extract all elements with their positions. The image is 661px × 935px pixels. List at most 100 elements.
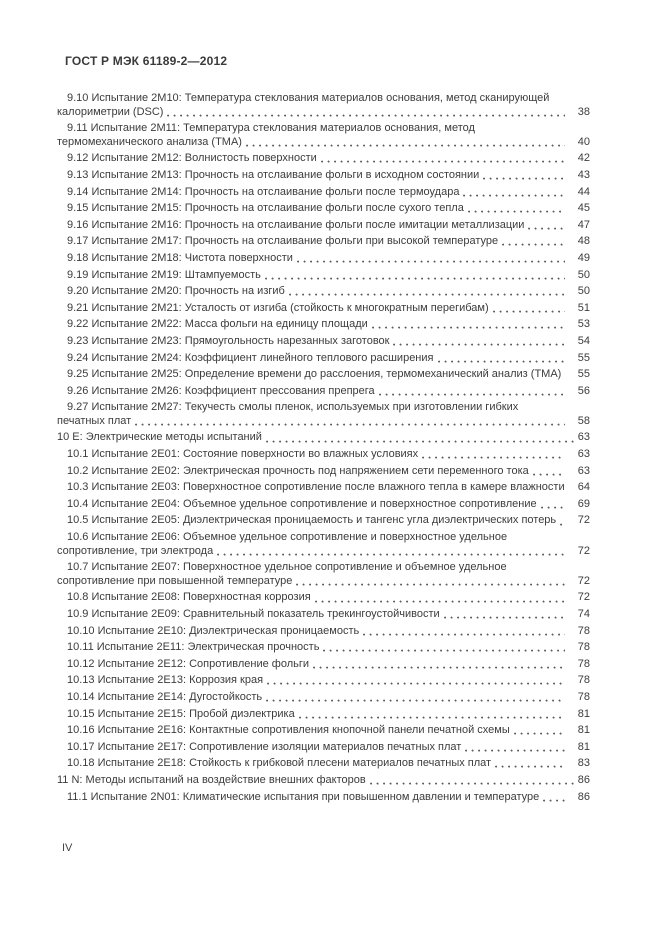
toc-entry-text: 9.22 Испытание 2М22: Масса фольги на еди… [67,318,368,331]
dot-leader [264,276,565,280]
toc-entry-text: 10.10 Испытание 2Е10: Диэлектрическая пр… [67,624,360,637]
toc-entry-text: 9.14 Испытание 2М14: Прочность на отслаи… [67,185,460,198]
toc-entry-page-number: 72 [577,544,590,557]
dot-leader [313,665,565,669]
toc-entry-text: 10.12 Испытание 2Е12: Сопротивление фоль… [67,657,310,670]
dot-leader [528,226,565,230]
dot-leader [267,682,565,686]
toc-entry: 11 N: Методы испытаний на воздействие вн… [57,774,590,788]
toc-entry-text: 10.14 Испытание 2Е14: Дугостойкость [67,690,263,703]
toc-entry-page-number: 48 [577,235,590,248]
toc-entry-page-number: 86 [577,790,590,803]
toc-entry: 10.17 Испытание 2Е17: Сопротивление изол… [57,741,590,755]
toc-entry-page-number: 81 [577,740,590,753]
toc-entry: 10.2 Испытание 2Е02: Электрическая прочн… [57,465,590,479]
toc-entry-text: 10.2 Испытание 2Е02: Электрическая прочн… [67,464,529,477]
toc-entry-text: 10.1 Испытание 2Е01: Состояние поверхнос… [67,448,419,461]
dot-leader [323,649,565,653]
toc-entry: 10.6 Испытание 2Е06: Объемное удельное с… [57,531,590,558]
toc-entry-page-number: 83 [577,757,590,770]
toc-entry-page-number: 53 [577,318,590,331]
toc-entry: 9.12 Испытание 2М12: Волнистость поверхн… [57,152,590,166]
toc-entry: 9.18 Испытание 2М18: Чистота поверхности… [57,252,590,266]
toc-entry: 10.10 Испытание 2Е10: Диэлектрическая пр… [57,625,590,639]
dot-leader [422,456,565,460]
toc-entry: 10.13 Испытание 2Е13: Коррозия края 78 [57,674,590,688]
toc-entry: 9.11 Испытание 2М11: Температура стеклов… [57,122,590,149]
dot-leader [502,243,565,247]
dot-leader [167,113,565,117]
toc-entry: 10.9 Испытание 2Е09: Сравнительный показ… [57,608,590,622]
toc-entry-text: 10.9 Испытание 2Е09: Сравнительный показ… [67,608,440,620]
toc-entry-page-number: 69 [577,497,590,510]
toc-entry-page-number: 44 [577,185,590,198]
toc-entry: 10.11 Испытание 2Е11: Электрическая проч… [57,641,590,655]
toc-entry: 9.19 Испытание 2М19: Штампуемость 50 [57,269,590,283]
toc-entry-text: 9.11 Испытание 2М11: Температура стеклов… [57,122,475,148]
toc-entry-text: 10.6 Испытание 2Е06: Объемное удельное с… [57,531,508,557]
toc-entry-text: 10.15 Испытание 2Е15: Пробой диэлектрика [67,707,295,720]
toc-list: 9.10 Испытание 2М10: Температура стеклов… [57,92,590,807]
toc-entry-page-number: 78 [577,690,590,703]
toc-entry-text: 10 Е: Электрические методы испытаний [57,431,262,444]
dot-leader [560,522,565,526]
toc-entry-page-number: 78 [577,624,590,637]
toc-entry: 11.1 Испытание 2N01: Климатические испыт… [57,791,590,805]
toc-entry-text: 10.7 Испытание 2Е07: Поверхностное удель… [57,561,507,587]
toc-entry-text: 9.19 Испытание 2М19: Штампуемость [67,268,261,281]
toc-entry-text: 10.3 Испытание 2Е03: Поверхностное сопро… [67,481,565,494]
toc-entry: 9.14 Испытание 2М14: Прочность на отслаи… [57,186,590,200]
toc-entry-page-number: 50 [577,268,590,281]
toc-entry: 9.22 Испытание 2М22: Масса фольги на еди… [57,318,590,332]
toc-entry-page-number: 78 [577,657,590,670]
toc-entry-text: 9.25 Испытание 2М25: Определение времени… [67,368,562,381]
dot-leader [378,392,565,396]
toc-entry-text: 10.8 Испытание 2Е08: Поверхностная корро… [67,591,311,604]
toc-entry-page-number: 63 [577,431,590,444]
dot-leader [371,326,565,330]
toc-entry: 10.15 Испытание 2Е15: Пробой диэлектрика… [57,708,590,722]
dot-leader [296,260,565,264]
toc-entry: 9.24 Испытание 2М24: Коэффициент линейно… [57,352,590,366]
toc-entry-page-number: 72 [577,514,590,527]
toc-entry-page-number: 81 [577,724,590,737]
toc-entry: 10.7 Испытание 2Е07: Поверхностное удель… [57,561,590,588]
toc-entry-page-number: 40 [577,135,590,148]
toc-entry-text: 9.26 Испытание 2М26: Коэффициент прессов… [67,384,375,397]
toc-entry: 9.10 Испытание 2М10: Температура стеклов… [57,92,590,119]
toc-entry-page-number: 74 [577,608,590,620]
toc-entry-text: 9.15 Испытание 2М15: Прочность на отслаи… [67,202,464,215]
toc-entry-page-number: 38 [577,105,590,118]
dot-leader [266,699,565,703]
dot-leader [265,439,575,443]
toc-entry-page-number: 42 [577,152,590,165]
toc-entry-page-number: 56 [577,384,590,397]
toc-entry-text: 10.16 Испытание 2Е16: Контактные сопроти… [67,724,510,737]
toc-entry: 10.1 Испытание 2Е01: Состояние поверхнос… [57,448,590,462]
toc-entry: 10.18 Испытание 2Е18: Стойкость к грибко… [57,757,590,771]
dot-leader [298,715,565,719]
toc-entry: 9.25 Испытание 2М25: Определение времени… [57,368,590,382]
toc-entry-page-number: 63 [577,464,590,477]
dot-leader [314,599,565,603]
toc-entry: 9.26 Испытание 2М26: Коэффициент прессов… [57,385,590,399]
toc-entry: 9.15 Испытание 2М15: Прочность на отслаи… [57,202,590,216]
toc-entry: 10.16 Испытание 2Е16: Контактные сопроти… [57,724,590,738]
toc-entry-page-number: 55 [577,351,590,364]
document-header-title: ГОСТ Р МЭК 61189-2—2012 [65,54,228,68]
toc-entry-text: 11.1 Испытание 2N01: Климатические испыт… [67,790,540,803]
toc-entry: 10.8 Испытание 2Е08: Поверхностная корро… [57,591,590,605]
dot-leader [463,193,565,197]
toc-entry: 10 Е: Электрические методы испытаний 63 [57,431,590,445]
toc-entry: 9.13 Испытание 2М13: Прочность на отслаи… [57,169,590,183]
toc-entry: 9.21 Испытание 2М21: Усталость от изгиба… [57,302,590,316]
dot-leader [288,293,565,297]
toc-entry-text: 9.24 Испытание 2М24: Коэффициент линейно… [67,351,434,364]
toc-entry: 9.17 Испытание 2М17: Прочность на отслаи… [57,235,590,249]
toc-entry-page-number: 43 [577,168,590,181]
toc-entry: 9.23 Испытание 2М23: Прямоугольность нар… [57,335,590,349]
dot-leader [513,732,565,736]
toc-entry-page-number: 58 [577,414,590,427]
toc-entry-text: 9.21 Испытание 2М21: Усталость от изгиба… [67,301,489,314]
dot-leader [492,309,565,313]
